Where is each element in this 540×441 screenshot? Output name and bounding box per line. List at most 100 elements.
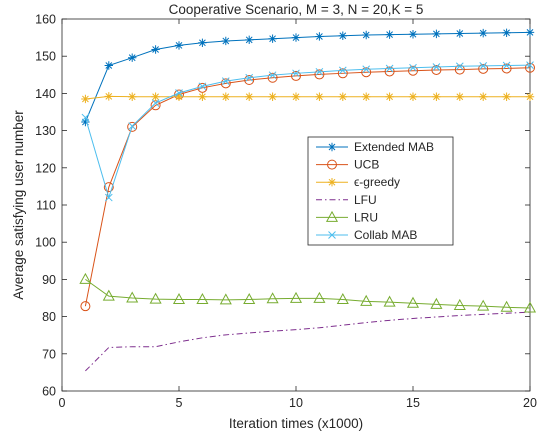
data-point [313, 291, 326, 303]
data-point [245, 35, 254, 45]
data-point [479, 62, 488, 70]
y-tick-label: 100 [35, 236, 56, 250]
data-point [385, 64, 394, 73]
data-point [174, 92, 184, 101]
data-point [502, 61, 511, 70]
data-point [477, 299, 490, 311]
data-point [244, 75, 255, 86]
data-point [338, 92, 347, 101]
data-point [245, 73, 254, 82]
y-axis-label: Average satisfying user number [11, 110, 26, 300]
data-point [432, 63, 441, 71]
data-point [523, 301, 537, 313]
data-point [479, 28, 488, 38]
series-lru [79, 272, 537, 313]
data-point [267, 72, 278, 83]
x-tick-label: 5 [176, 396, 183, 410]
data-point [455, 62, 464, 71]
data-point [198, 92, 207, 101]
legend: Extended MAB UCB ϵ-greedy LFU LRU Collab MAB [307, 136, 454, 246]
data-point [79, 272, 92, 284]
y-tick-label: 70 [42, 347, 56, 361]
data-point [315, 32, 324, 41]
legend-marker [327, 142, 337, 152]
data-point [175, 89, 183, 97]
data-point [104, 61, 113, 70]
data-point [526, 61, 534, 69]
data-point [525, 92, 535, 101]
data-point [221, 92, 230, 101]
data-point [314, 69, 325, 80]
data-point [221, 36, 230, 46]
data-point [315, 92, 324, 101]
data-point [219, 293, 232, 305]
legend-item: UCB [316, 158, 379, 172]
data-point [128, 122, 137, 130]
series-extended-mab [81, 28, 535, 127]
legend-item: Collab MAB [316, 228, 417, 242]
x-tick-label: 20 [523, 396, 537, 410]
chart-title: Cooperative Scenario, M = 3, N = 20,K = … [169, 2, 424, 17]
data-point [502, 92, 511, 101]
data-point [149, 292, 162, 304]
plot-area [61, 18, 531, 392]
data-point [128, 92, 137, 101]
data-point [220, 78, 231, 89]
data-point [361, 67, 372, 78]
series-layer [79, 28, 537, 372]
data-point [454, 64, 465, 75]
data-point [432, 29, 441, 39]
data-point [501, 63, 512, 74]
data-point [525, 62, 535, 73]
legend-marker [327, 159, 337, 170]
data-point [406, 296, 420, 308]
series-greedy [81, 92, 535, 104]
series-lfu [85, 311, 531, 372]
data-point [268, 92, 277, 101]
data-point [268, 71, 277, 80]
series-line-lfu [85, 311, 531, 372]
y-tick-label: 110 [36, 199, 56, 213]
data-point [409, 63, 417, 72]
data-point [383, 295, 396, 307]
data-point [362, 65, 371, 74]
data-point [385, 92, 394, 101]
data-point [128, 53, 137, 62]
data-point [337, 68, 348, 79]
data-point [432, 92, 441, 101]
data-point [126, 291, 139, 303]
y-tick-label: 150 [35, 50, 56, 64]
legend-label: Collab MAB [354, 228, 417, 242]
y-tick-label: 60 [42, 385, 56, 399]
data-point [198, 38, 207, 48]
data-point [338, 31, 347, 40]
data-point [453, 298, 466, 310]
data-point [385, 30, 394, 39]
data-point [243, 292, 256, 304]
data-point [502, 28, 511, 37]
series-line-collab-mab [84, 64, 531, 200]
data-point [430, 297, 443, 309]
data-point [360, 294, 373, 306]
axis-ticks: 0 5 10 15 20 60 70 80 90 100 110 120 130 140 150 160 [35, 13, 537, 411]
data-point [151, 92, 160, 101]
data-point [315, 67, 324, 76]
data-point [525, 28, 535, 37]
y-tick-label: 120 [35, 161, 56, 175]
data-point [431, 64, 442, 75]
data-point [151, 45, 160, 54]
data-point [336, 292, 349, 304]
x-axis-label: Iteration times (x1000) [229, 416, 363, 431]
data-point [479, 92, 488, 101]
legend-item: LFU [316, 193, 377, 207]
data-point [172, 292, 186, 304]
data-point [174, 41, 184, 50]
data-point [81, 94, 90, 104]
data-point [221, 77, 230, 85]
data-point [81, 113, 90, 122]
data-point [102, 289, 115, 301]
data-point [291, 33, 301, 42]
legend-item: ϵ-greedy [316, 175, 400, 189]
legend-marker [328, 231, 336, 239]
x-tick-label: 10 [289, 396, 303, 410]
